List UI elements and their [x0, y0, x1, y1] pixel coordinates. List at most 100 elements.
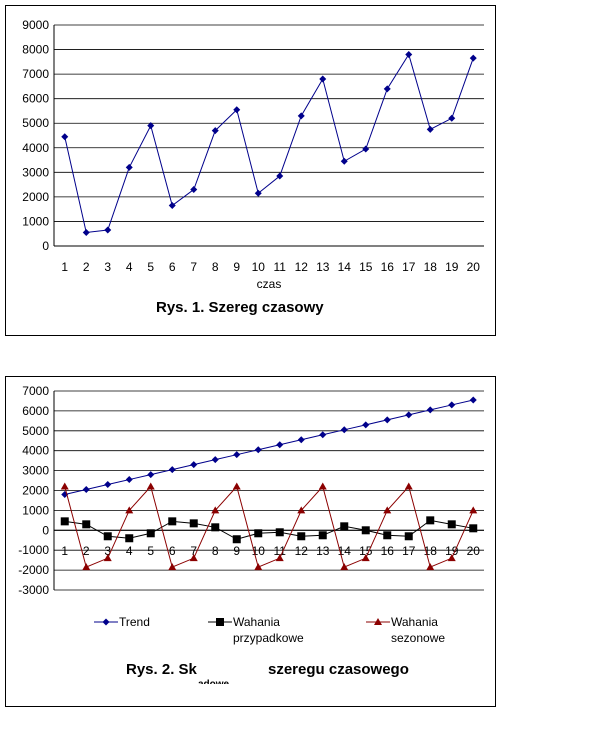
x-tick-label: 13 [316, 544, 330, 558]
y-tick-label: -2000 [18, 563, 49, 577]
data-point-s1 [319, 431, 327, 439]
x-tick-label: 3 [104, 544, 111, 558]
data-point-s2 [146, 529, 155, 538]
y-tick-label: 3000 [22, 165, 49, 179]
y-tick-label: 0 [42, 239, 49, 253]
y-tick-label: 5000 [22, 424, 49, 438]
x-tick-label: 18 [424, 260, 438, 274]
y-tick-label: 6000 [22, 404, 49, 418]
data-point-s1 [233, 451, 241, 459]
x-tick-label: 5 [147, 260, 154, 274]
data-point-s1 [168, 201, 176, 209]
data-point-s3 [469, 506, 478, 514]
legend-marker-3 [374, 618, 382, 625]
data-point-s3 [361, 554, 370, 562]
x-tick-label: 7 [190, 544, 197, 558]
data-point-s1 [276, 172, 284, 180]
y-tick-label: 2000 [22, 484, 49, 498]
data-point-s3 [404, 482, 413, 490]
y-tick-label: 1000 [22, 214, 49, 228]
x-tick-label: 11 [274, 544, 287, 558]
y-tick-label: 7000 [22, 384, 49, 398]
chart-2-caption-left: Rys. 2. Sk [126, 661, 197, 678]
data-point-s3 [168, 563, 177, 571]
data-point-s1 [61, 133, 69, 141]
data-point-s1 [340, 157, 348, 165]
data-point-s2 [103, 532, 112, 541]
data-point-s1 [254, 446, 262, 454]
data-point-s1 [469, 396, 477, 404]
data-point-s2 [297, 532, 306, 541]
x-tick-label: 16 [381, 260, 395, 274]
data-point-s3 [60, 482, 69, 490]
data-point-s1 [190, 461, 198, 469]
series-line-1 [64, 53, 474, 234]
data-point-s2 [383, 531, 392, 540]
legend-marker-2 [216, 618, 224, 626]
data-point-s1 [147, 471, 155, 479]
x-tick-label: 2 [83, 544, 90, 558]
data-point-s2 [469, 524, 478, 533]
chart-2-svg: -3000 -2000 -1000 0 1000 2000 3000 4000 5000 6000… [18, 384, 484, 626]
data-point-s3 [275, 554, 284, 562]
x-tick-label: 8 [212, 260, 219, 274]
x-axis-label: czas [257, 277, 282, 291]
y-tick-label: 2000 [22, 190, 49, 204]
data-point-s1 [426, 125, 434, 133]
y-tick-label: 1000 [22, 503, 49, 517]
data-point-s3 [232, 482, 241, 490]
data-point-s2 [361, 526, 370, 535]
x-tick-label: 3 [104, 260, 111, 274]
y-tick-label: 3000 [22, 464, 49, 478]
data-point-s1 [383, 416, 391, 424]
data-point-s1 [82, 486, 90, 494]
x-tick-label: 17 [402, 544, 416, 558]
y-tick-label: 4000 [22, 444, 49, 458]
y-tick-label: 7000 [22, 67, 49, 81]
data-point-s2 [168, 517, 177, 526]
y-tick-label: 5000 [22, 116, 49, 130]
data-point-s1 [405, 50, 413, 58]
data-point-s1 [469, 54, 477, 62]
data-point-s1 [233, 106, 241, 114]
data-point-s2 [318, 531, 327, 540]
data-point-s3 [426, 563, 435, 571]
data-point-s3 [146, 482, 155, 490]
data-point-s1 [319, 75, 327, 83]
x-tick-label: 10 [252, 260, 266, 274]
chart-1-caption: Rys. 1. Szereg czasowy [156, 299, 324, 316]
data-point-s2 [232, 535, 241, 544]
data-point-s1 [168, 466, 176, 474]
y-tick-label: 6000 [22, 92, 49, 106]
data-point-s2 [211, 523, 220, 532]
x-tick-label: 1 [61, 260, 68, 274]
y-tick-label: 0 [42, 523, 49, 537]
x-tick-label: 4 [126, 544, 133, 558]
data-point-s3 [211, 506, 220, 514]
data-point-s2 [189, 519, 198, 528]
legend-label-wahania-przypadkowe: Wahania przypadkowe [233, 615, 304, 645]
data-point-s3 [254, 563, 263, 571]
data-point-s2 [447, 520, 456, 529]
data-point-s1 [448, 401, 456, 409]
data-point-s2 [125, 534, 134, 543]
data-point-s1 [297, 112, 305, 120]
data-point-s3 [318, 482, 327, 490]
data-point-s3 [297, 506, 306, 514]
x-tick-label: 6 [169, 544, 176, 558]
data-point-s2 [404, 532, 413, 541]
data-point-s3 [447, 554, 456, 562]
data-point-s3 [340, 563, 349, 571]
x-tick-label: 19 [445, 260, 459, 274]
x-tick-label: 7 [190, 260, 197, 274]
x-tick-label: 20 [467, 544, 481, 558]
x-tick-label: 6 [169, 260, 176, 274]
data-point-s3 [103, 554, 112, 562]
data-point-s2 [60, 517, 69, 526]
series-line-3 [64, 485, 474, 568]
y-tick-label: 4000 [22, 141, 49, 155]
data-point-s3 [82, 563, 91, 571]
data-point-s1 [362, 421, 370, 429]
data-point-s2 [82, 520, 91, 529]
